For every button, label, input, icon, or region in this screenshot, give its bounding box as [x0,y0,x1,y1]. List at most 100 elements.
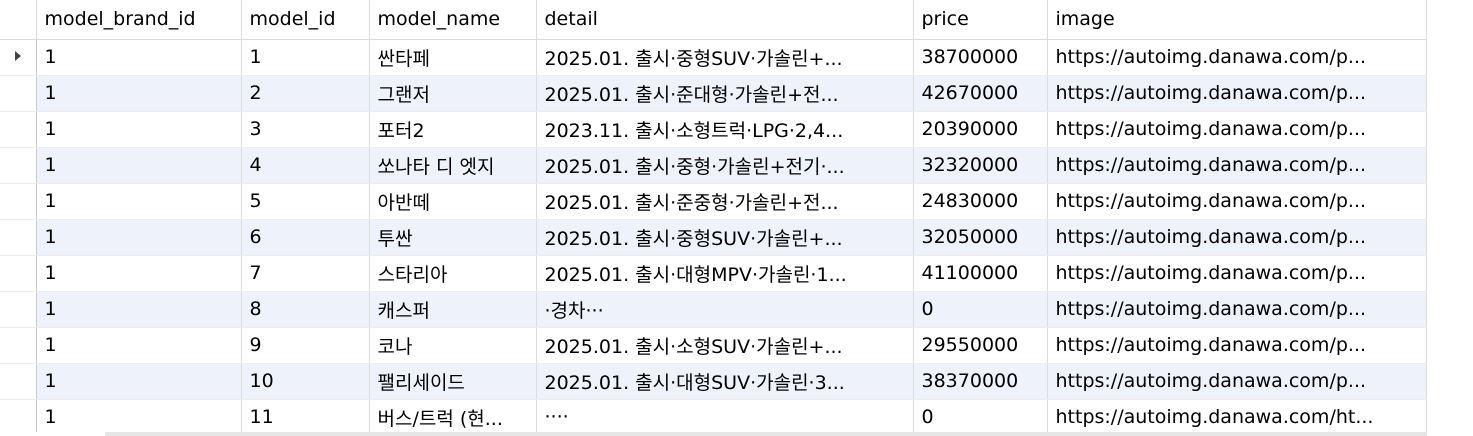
cell-model-id[interactable]: 1 [241,39,370,76]
cell-model-name[interactable]: 투싼 [369,219,537,256]
cell-model-id[interactable]: 3 [241,111,370,148]
cell-image[interactable]: https://autoimg.danawa.com/p... [1047,255,1427,292]
cell-model-id[interactable]: 6 [241,219,370,256]
cell-detail[interactable]: 2025.01. 출시·준대형·가솔린+전... [536,75,914,112]
cell-model-id[interactable]: 4 [241,147,370,184]
table-row[interactable]: 1 2 그랜저 2025.01. 출시·준대형·가솔린+전... 42670000 htt… [0,75,1427,112]
cell-detail[interactable]: 2025.01. 출시·중형·가솔린+전기·... [536,147,914,184]
cell-model-name[interactable]: 코나 [369,327,537,364]
table-row[interactable]: 1 4 쏘나타 디 엣지 2025.01. 출시·중형·가솔린+전기·... 32320… [0,147,1427,184]
cell-detail[interactable]: ·경차··· [536,291,914,328]
cell-model-name[interactable]: 그랜저 [369,75,537,112]
cell-model-name[interactable]: 쏘나타 디 엣지 [369,147,537,184]
cell-model-name[interactable]: 싼타페 [369,39,537,76]
cell-image[interactable]: https://autoimg.danawa.com/p... [1047,39,1427,76]
column-header-price[interactable]: price [913,0,1048,40]
cell-price[interactable]: 24830000 [913,183,1048,220]
cell-price[interactable]: 32320000 [913,147,1048,184]
cell-model-brand-id[interactable]: 1 [36,39,242,76]
cell-detail[interactable]: 2025.01. 출시·대형MPV·가솔린·1... [536,255,914,292]
cell-image[interactable]: https://autoimg.danawa.com/p... [1047,111,1427,148]
row-selector[interactable] [0,291,37,328]
cell-model-brand-id[interactable]: 1 [36,327,242,364]
cell-model-name[interactable]: 버스/트럭 (현... [369,399,537,436]
cell-model-id[interactable]: 2 [241,75,370,112]
cell-image[interactable]: https://autoimg.danawa.com/p... [1047,327,1427,364]
cell-detail[interactable]: 2025.01. 출시·중형SUV·가솔린+... [536,219,914,256]
row-selector[interactable] [0,111,37,148]
cell-model-brand-id[interactable]: 1 [36,183,242,220]
column-header-model_brand_id[interactable]: model_brand_id [36,0,242,40]
cell-model-brand-id[interactable]: 1 [36,363,242,400]
row-selector[interactable] [0,255,37,292]
cell-price[interactable]: 0 [913,399,1048,436]
cell-detail[interactable]: 2023.11. 출시·소형트럭·LPG·2,4... [536,111,914,148]
table-row[interactable]: 1 1 싼타페 2025.01. 출시·중형SUV·가솔린+... 38700000 ht… [0,39,1427,76]
table-row[interactable]: 1 6 투싼 2025.01. 출시·중형SUV·가솔린+... 32050000 htt… [0,219,1427,256]
table-row[interactable]: 1 9 코나 2025.01. 출시·소형SUV·가솔린+... 29550000 htt… [0,327,1427,364]
cell-image[interactable]: https://autoimg.danawa.com/ht... [1047,399,1427,436]
cell-image[interactable]: https://autoimg.danawa.com/p... [1047,363,1427,400]
cell-model-brand-id[interactable]: 1 [36,219,242,256]
cell-model-brand-id[interactable]: 1 [36,255,242,292]
cell-price[interactable]: 20390000 [913,111,1048,148]
cell-model-brand-id[interactable]: 1 [36,111,242,148]
cell-detail[interactable]: 2025.01. 출시·대형SUV·가솔린·3... [536,363,914,400]
cell-image[interactable]: https://autoimg.danawa.com/p... [1047,291,1427,328]
row-selector[interactable] [0,183,37,220]
cell-model-name[interactable]: 스타리아 [369,255,537,292]
cell-model-name[interactable]: 포터2 [369,111,537,148]
row-selector[interactable] [0,363,37,400]
cell-price[interactable]: 38370000 [913,363,1048,400]
cell-model-name[interactable]: 팰리세이드 [369,363,537,400]
table-row[interactable]: 1 11 버스/트럭 (현... ···· 0 https://autoimg.danaw… [0,399,1427,436]
cell-image[interactable]: https://autoimg.danawa.com/p... [1047,183,1427,220]
cell-model-id[interactable]: 7 [241,255,370,292]
cell-price[interactable]: 38700000 [913,39,1048,76]
cell-detail[interactable]: 2025.01. 출시·준중형·가솔린+전... [536,183,914,220]
column-header-model_name[interactable]: model_name [369,0,537,40]
table-row[interactable]: 1 10 팰리세이드 2025.01. 출시·대형SUV·가솔린·3... 383700… [0,363,1427,400]
cell-price[interactable]: 32050000 [913,219,1048,256]
row-selector[interactable] [0,219,37,256]
row-selector[interactable] [0,399,37,436]
caret-right-icon [14,51,21,61]
table-row[interactable]: 1 8 캐스퍼 ·경차··· 0 https://autoimg.danawa.com/p… [0,291,1427,328]
cell-price[interactable]: 0 [913,291,1048,328]
cell-model-brand-id[interactable]: 1 [36,147,242,184]
row-selector[interactable] [0,75,37,112]
cell-image[interactable]: https://autoimg.danawa.com/p... [1047,75,1427,112]
cell-price[interactable]: 41100000 [913,255,1048,292]
cell-model-brand-id[interactable]: 1 [36,291,242,328]
cell-detail[interactable]: ···· [536,399,914,436]
cell-model-id[interactable]: 9 [241,327,370,364]
header-gutter [0,0,37,40]
cell-price[interactable]: 29550000 [913,327,1048,364]
grid-bottom-edge [0,432,1426,436]
horizontal-scrollbar[interactable] [105,432,1426,436]
row-selector[interactable] [0,147,37,184]
cell-image[interactable]: https://autoimg.danawa.com/p... [1047,147,1427,184]
cell-model-id[interactable]: 8 [241,291,370,328]
cell-model-id[interactable]: 5 [241,183,370,220]
table-row[interactable]: 1 7 스타리아 2025.01. 출시·대형MPV·가솔린·1... 41100000… [0,255,1427,292]
row-selector[interactable] [0,39,37,76]
column-header-image[interactable]: image [1047,0,1427,40]
cell-image[interactable]: https://autoimg.danawa.com/p... [1047,219,1427,256]
column-header-model_id[interactable]: model_id [241,0,370,40]
table-row[interactable]: 1 5 아반떼 2025.01. 출시·준중형·가솔린+전... 24830000 htt… [0,183,1427,220]
cell-detail[interactable]: 2025.01. 출시·중형SUV·가솔린+... [536,39,914,76]
cell-model-name[interactable]: 캐스퍼 [369,291,537,328]
cell-model-brand-id[interactable]: 1 [36,399,242,436]
cell-model-brand-id[interactable]: 1 [36,75,242,112]
table-row[interactable]: 1 3 포터2 2023.11. 출시·소형트럭·LPG·2,4... 20390000… [0,111,1427,148]
cell-model-id[interactable]: 11 [241,399,370,436]
result-grid[interactable]: model_brand_id model_id model_name detai… [0,0,1427,436]
cell-model-id[interactable]: 10 [241,363,370,400]
column-header-detail[interactable]: detail [536,0,914,40]
row-selector[interactable] [0,327,37,364]
header-row: model_brand_id model_id model_name detai… [0,0,1427,40]
cell-model-name[interactable]: 아반떼 [369,183,537,220]
cell-price[interactable]: 42670000 [913,75,1048,112]
cell-detail[interactable]: 2025.01. 출시·소형SUV·가솔린+... [536,327,914,364]
